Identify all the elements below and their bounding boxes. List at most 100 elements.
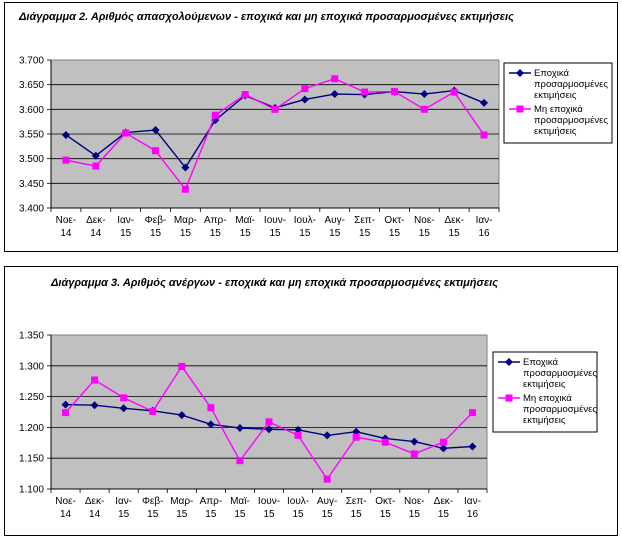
- x-tick-label: Ιαν-15: [115, 496, 132, 520]
- x-tick-label: Ιαν-16: [464, 496, 481, 520]
- legend-label: Εποχικά προσαρμοσμένες εκτιμήσεις: [534, 68, 608, 101]
- data-point: [450, 88, 458, 96]
- legend-marker: [516, 69, 524, 77]
- data-point: [410, 437, 419, 446]
- data-point: [390, 88, 398, 96]
- data-point: [480, 131, 488, 139]
- y-tick-label: 3.600: [19, 105, 44, 116]
- data-point: [271, 105, 279, 113]
- x-tick-label: Ιουν-15: [258, 496, 280, 520]
- data-point: [92, 162, 100, 170]
- data-point: [211, 111, 219, 119]
- legend-label: Εποχικά προσαρμοσμένες εκτιμήσεις: [523, 357, 597, 390]
- y-tick-label: 1.300: [19, 361, 44, 372]
- data-point: [91, 376, 99, 384]
- data-point: [294, 425, 303, 434]
- x-tick-label: Απρ-15: [204, 215, 227, 239]
- x-tick-label: Απρ-15: [200, 496, 223, 520]
- x-tick-label: Νοε-14: [56, 215, 77, 239]
- data-point: [91, 151, 100, 160]
- x-tick-label: Νοε-15: [404, 496, 425, 520]
- y-tick-label: 3.500: [19, 154, 44, 165]
- x-tick-label: Δεκ-14: [86, 215, 105, 239]
- data-point: [301, 85, 309, 93]
- x-tick-label: Αυγ-15: [324, 215, 344, 239]
- y-tick-label: 3.550: [19, 130, 44, 141]
- legend-marker: [505, 358, 513, 366]
- data-point: [352, 427, 361, 436]
- data-point: [480, 98, 489, 107]
- x-tick-label: Ιουλ-15: [294, 215, 316, 239]
- data-point: [61, 400, 70, 409]
- data-point: [361, 88, 369, 96]
- x-tick-label: Σεπ-15: [354, 215, 375, 239]
- data-point: [323, 431, 332, 440]
- x-tick-label: Νοε-14: [55, 496, 76, 520]
- data-point: [323, 475, 331, 483]
- chart-panel-unemployed: Διάγραμμα 3. Αριθμός ανέργων - εποχικά κ…: [4, 266, 618, 536]
- x-tick-label: Μαρ-15: [174, 215, 197, 239]
- x-tick-label: Νοε-15: [414, 215, 435, 239]
- data-point: [62, 156, 70, 164]
- legend-marker: [505, 394, 513, 402]
- x-tick-label: Μαρ-15: [170, 496, 193, 520]
- y-tick-label: 3.650: [19, 80, 44, 91]
- data-point: [381, 438, 389, 446]
- x-tick-label: Δεκ-15: [444, 215, 463, 239]
- legend-marker: [516, 105, 524, 113]
- data-point: [410, 450, 418, 458]
- x-tick-label: Μαϊ-15: [230, 496, 250, 520]
- chart-title: Διάγραμμα 3. Αριθμός ανέργων - εποχικά κ…: [51, 277, 498, 289]
- data-point: [62, 409, 70, 417]
- chart-title: Διάγραμμα 2. Αριθμός απασχολούμενων - επ…: [19, 11, 514, 23]
- plot-area: [50, 334, 488, 490]
- data-point: [207, 404, 215, 412]
- data-point: [181, 163, 190, 172]
- x-tick-label: Οκτ-15: [375, 496, 395, 520]
- y-tick-label: 3.700: [19, 56, 44, 67]
- x-tick-label: Σεπ-15: [346, 496, 367, 520]
- x-tick-label: Δεκ-14: [85, 496, 104, 520]
- y-tick-label: 1.150: [19, 454, 44, 465]
- x-tick-label: Ιαν-16: [476, 215, 493, 239]
- data-point: [265, 418, 273, 426]
- data-point: [120, 394, 128, 402]
- x-tick-label: Ιουν-15: [264, 215, 286, 239]
- data-point: [468, 442, 477, 451]
- data-point: [439, 438, 447, 446]
- data-point: [122, 129, 130, 137]
- y-tick-label: 3.400: [19, 204, 44, 215]
- x-tick-label: Αυγ-15: [317, 496, 337, 520]
- data-point: [352, 433, 360, 441]
- y-tick-label: 3.450: [19, 179, 44, 190]
- data-point: [468, 409, 476, 417]
- y-tick-label: 1.250: [19, 392, 44, 403]
- x-tick-label: Ιαν-15: [117, 215, 134, 239]
- data-point: [236, 457, 244, 465]
- data-point: [420, 90, 429, 99]
- chart-panel-employed: Διάγραμμα 2. Αριθμός απασχολούμενων - επ…: [4, 2, 618, 252]
- chart-employed: 3.400 3.450 3.500 3.550 3.600 3.650 3.700 Νοε-1…: [19, 56, 613, 239]
- data-point: [90, 401, 99, 410]
- data-point: [300, 95, 309, 104]
- x-tick-label: Οκτ-15: [384, 215, 404, 239]
- data-point: [61, 130, 70, 139]
- data-point: [265, 425, 273, 434]
- data-point: [241, 91, 249, 99]
- x-tick-label: Φεβ-15: [142, 496, 164, 520]
- data-point: [119, 404, 128, 413]
- data-point: [181, 185, 189, 193]
- data-point: [420, 105, 428, 113]
- x-tick-label: Δεκ-15: [434, 496, 453, 520]
- y-tick-label: 1.350: [19, 331, 44, 342]
- data-point: [149, 407, 157, 415]
- data-point: [152, 147, 160, 155]
- legend-label: Μη εποχικά προσαρμοσμένες εκτιμήσεις: [534, 104, 608, 137]
- data-point: [439, 444, 448, 453]
- data-point: [294, 431, 302, 439]
- data-point: [178, 362, 186, 370]
- y-tick-label: 1.100: [19, 485, 44, 496]
- chart-unemployed: 1.100 1.150 1.200 1.250 1.300 1.350 Νοε-14 Δεκ-…: [19, 331, 598, 520]
